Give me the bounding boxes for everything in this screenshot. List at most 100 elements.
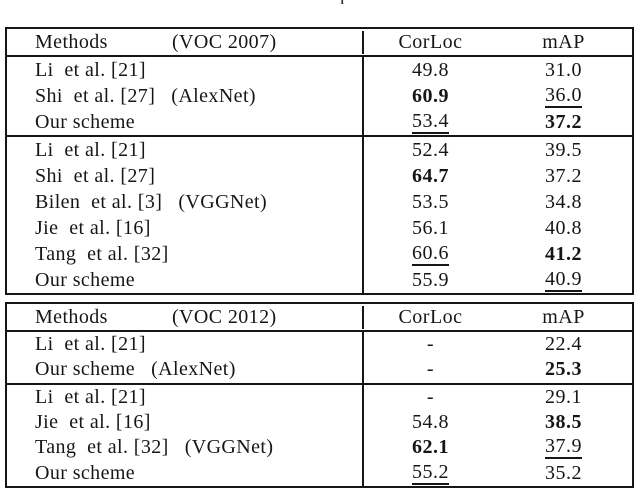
method-cell: Our scheme — [7, 109, 364, 135]
map-value: 25.3 — [545, 358, 582, 381]
corloc-value: 52.4 — [412, 138, 449, 161]
corloc-value: 55.2 — [412, 460, 449, 485]
map-cell: 35.2 — [497, 461, 630, 486]
map-value: 41.2 — [545, 242, 582, 265]
table-row: Bilen et al. [3] (VGGNet) 53.5 34.8 — [7, 189, 632, 215]
results-table-voc2012: Methods (VOC 2012) CorLoc mAP Li et al. … — [5, 302, 634, 488]
corloc-header-cell: CorLoc — [364, 31, 497, 54]
corloc-cell: - — [364, 332, 497, 357]
method-name: Our scheme — [35, 358, 136, 381]
corloc-header-cell: CorLoc — [364, 306, 497, 329]
dataset-label: (VOC 2007) — [172, 30, 277, 53]
method-name: Tang et al. [32] — [35, 242, 169, 265]
corloc-cell: - — [364, 357, 497, 382]
table-row: Our scheme 55.9 40.9 — [7, 267, 632, 293]
corloc-cell: 55.9 — [364, 267, 497, 293]
method-name: Our scheme — [35, 110, 136, 133]
table-row: Li et al. [21] - 22.4 — [7, 332, 632, 358]
method-name: Jie et al. [16] — [35, 411, 151, 434]
corloc-value: 62.1 — [412, 436, 449, 459]
method-cell: Tang et al. [32] — [7, 241, 364, 267]
method-name: Our scheme — [35, 461, 136, 484]
corloc-cell: 53.4 — [364, 109, 497, 135]
method-cell: Li et al. [21] — [7, 332, 364, 358]
method-cell: Jie et al. [16] — [7, 215, 364, 241]
map-value: 35.2 — [545, 461, 582, 484]
corloc-cell: 56.1 — [364, 215, 497, 241]
method-cell: Our scheme (AlexNet) — [7, 357, 364, 383]
map-value: 40.9 — [545, 267, 582, 292]
corloc-cell: 55.2 — [364, 461, 497, 486]
map-value: 34.8 — [545, 190, 582, 213]
caption-fragment-glyph: p — [340, 0, 348, 4]
map-header-cell: mAP — [497, 306, 630, 329]
corloc-value: 53.5 — [412, 190, 449, 213]
method-name: Tang et al. [32] — [35, 436, 169, 459]
method-name: Li et al. [21] — [35, 385, 146, 408]
map-value: 37.9 — [545, 435, 582, 460]
corloc-cell: 52.4 — [364, 137, 497, 163]
map-cell: 37.9 — [497, 435, 630, 460]
method-name: Bilen et al. [3] — [35, 190, 163, 213]
corloc-value: 56.1 — [412, 216, 449, 239]
results-table-voc2007: Methods (VOC 2007) CorLoc mAP Li et al. … — [5, 27, 634, 295]
corloc-cell: 60.6 — [364, 241, 497, 267]
method-name: Li et al. [21] — [35, 138, 146, 161]
methods-header-label: Methods — [35, 305, 108, 328]
method-cell: Shi et al. [27] (AlexNet) — [7, 83, 364, 109]
method-cell: Bilen et al. [3] (VGGNet) — [7, 189, 364, 215]
corloc-cell: - — [364, 385, 497, 410]
network-annotation: (VGGNet) — [178, 190, 268, 213]
map-value: 29.1 — [545, 385, 582, 408]
map-cell: 40.8 — [497, 215, 630, 241]
corloc-value: - — [426, 385, 435, 408]
table-row: Our scheme 55.2 35.2 — [7, 460, 632, 486]
method-name: Shi et al. [27] — [35, 164, 156, 187]
corloc-value: - — [426, 358, 435, 381]
corloc-value: 60.9 — [412, 84, 449, 107]
table-row: Jie et al. [16] 54.8 38.5 — [7, 409, 632, 436]
map-value: 37.2 — [545, 164, 582, 187]
dataset-label: (VOC 2012) — [172, 305, 277, 328]
method-name: Jie et al. [16] — [35, 216, 151, 239]
method-cell: Li et al. [21] — [7, 137, 364, 163]
method-cell: Li et al. [21] — [7, 384, 364, 410]
method-name: Shi et al. [27] — [35, 84, 156, 107]
table-row: Our scheme 53.4 37.2 — [7, 109, 632, 135]
method-cell: Shi et al. [27] — [7, 163, 364, 189]
map-header-label: mAP — [542, 305, 585, 328]
table-row: Shi et al. [27] (AlexNet) 60.9 36.0 — [7, 83, 632, 109]
corloc-header-label: CorLoc — [398, 30, 463, 53]
table-header-row: Methods (VOC 2012) CorLoc mAP — [7, 304, 632, 332]
methods-header-cell: Methods (VOC 2007) — [7, 30, 364, 54]
corloc-header-label: CorLoc — [398, 305, 463, 328]
corloc-value: 55.9 — [412, 268, 449, 291]
map-value: 31.0 — [545, 58, 582, 81]
map-header-label: mAP — [542, 30, 585, 53]
corloc-cell: 53.5 — [364, 189, 497, 215]
method-cell: Our scheme — [7, 267, 364, 293]
map-cell: 34.8 — [497, 189, 630, 215]
map-cell: 38.5 — [497, 410, 630, 435]
corloc-value: - — [426, 333, 435, 356]
map-cell: 25.3 — [497, 357, 630, 382]
method-name: Our scheme — [35, 268, 136, 291]
map-value: 40.8 — [545, 216, 582, 239]
methods-header-label: Methods — [35, 30, 108, 53]
map-value: 22.4 — [545, 333, 582, 356]
table-row: Tang et al. [32] (VGGNet) 62.1 37.9 — [7, 435, 632, 461]
corloc-value: 53.4 — [412, 109, 449, 134]
corloc-value: 49.8 — [412, 58, 449, 81]
map-cell: 37.2 — [497, 163, 630, 189]
table-row: Li et al. [21] - 29.1 — [7, 382, 632, 410]
method-cell: Jie et al. [16] — [7, 409, 364, 436]
method-cell: Our scheme — [7, 460, 364, 486]
map-header-cell: mAP — [497, 31, 630, 54]
table-row: Li et al. [21] 52.4 39.5 — [7, 135, 632, 163]
method-cell: Li et al. [21] — [7, 57, 364, 83]
map-value: 39.5 — [545, 138, 582, 161]
corloc-value: 64.7 — [412, 164, 449, 187]
map-cell: 37.2 — [497, 109, 630, 135]
corloc-cell: 49.8 — [364, 57, 497, 83]
corloc-value: 60.6 — [412, 241, 449, 266]
